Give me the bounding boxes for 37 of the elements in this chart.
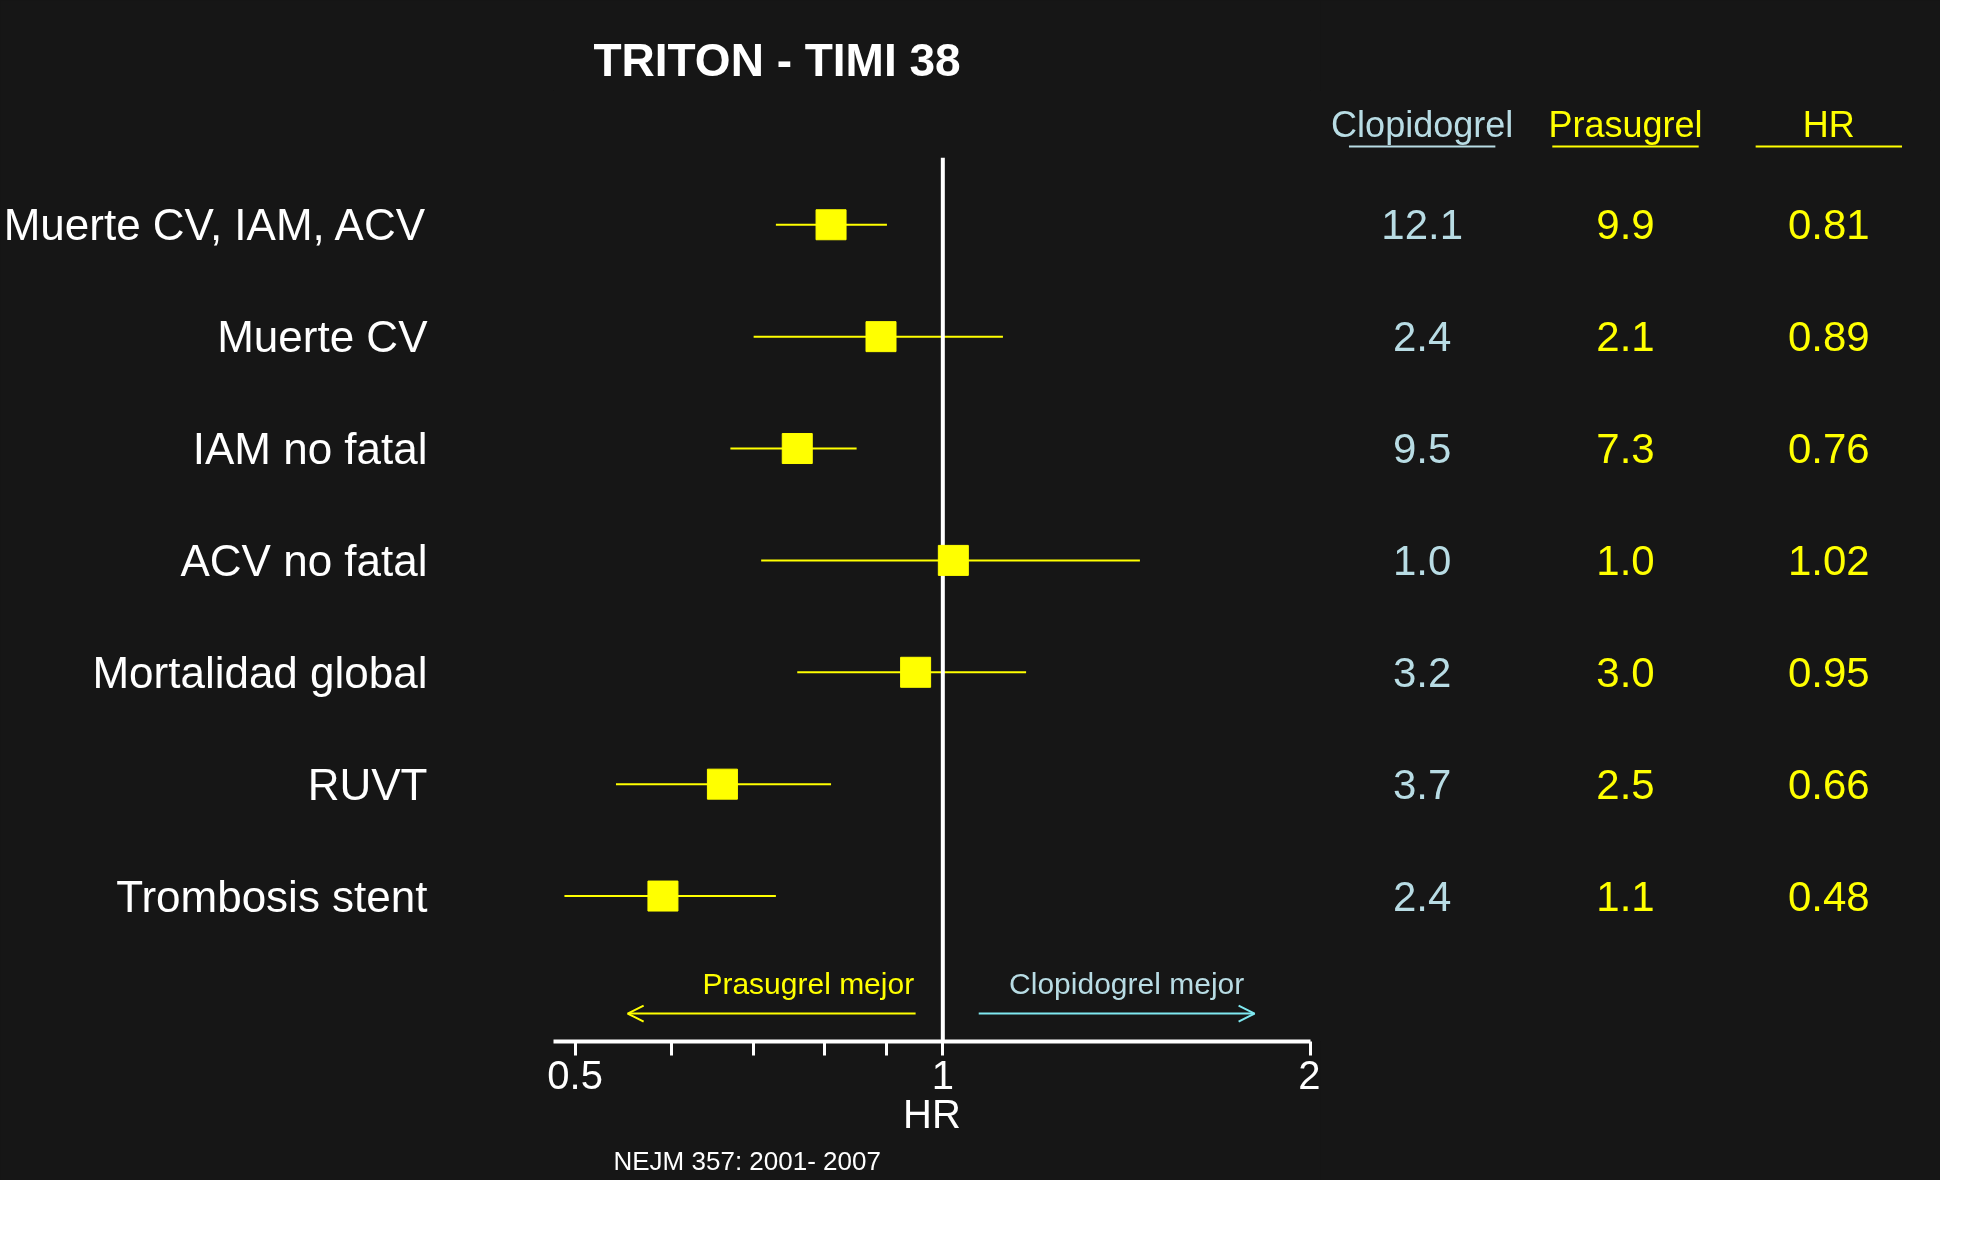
text: 3.2 [1392, 648, 1452, 696]
text: 1.02 [1787, 536, 1870, 584]
text: 12.1 [1381, 201, 1464, 249]
text: 9.5 [1392, 425, 1452, 473]
text: 1.0 [1596, 536, 1655, 584]
text: 0.81 [1787, 201, 1870, 249]
y-tick-label: Muerte CV [217, 312, 429, 362]
y-tick-label: Muerte CV, IAM, ACV [3, 200, 426, 250]
y-tick-label: Mortalidad global [92, 647, 428, 697]
y-tick-label: RUVT [307, 759, 428, 809]
annotation: Prasugrel mejor [702, 967, 915, 1001]
text: 0.48 [1787, 872, 1870, 920]
y-tick-label: ACV no fatal [180, 535, 428, 585]
text: 7.3 [1596, 425, 1655, 473]
x-tick-label: 2 [1298, 1052, 1321, 1097]
text: 2.5 [1596, 760, 1655, 808]
text: 0.95 [1787, 648, 1870, 696]
y-tick-label: IAM no fatal [192, 424, 428, 474]
text: HR [1802, 103, 1855, 145]
text: 0.76 [1787, 425, 1870, 473]
text: 1.1 [1596, 872, 1655, 920]
annotation: Clopidogrel mejor [1009, 967, 1245, 1001]
x-tick-label: 0.5 [547, 1052, 603, 1097]
text: NEJM 357: 2001- 2007 [613, 1145, 881, 1176]
text: Prasugrel [1548, 103, 1703, 145]
text: 0.66 [1787, 760, 1870, 808]
text: Clopidogrel [1331, 103, 1514, 145]
text: 2.1 [1596, 313, 1655, 361]
text: 3.7 [1392, 760, 1452, 808]
text: 2.4 [1392, 872, 1452, 920]
chart-title: TRITON - TIMI 38 [593, 33, 961, 86]
text: 2.4 [1392, 313, 1452, 361]
text: 0.89 [1787, 313, 1870, 361]
text: 9.9 [1596, 201, 1655, 249]
y-tick-label: Trombosis stent [116, 871, 428, 921]
text: 1.0 [1392, 536, 1452, 584]
text: 3.0 [1596, 648, 1655, 696]
